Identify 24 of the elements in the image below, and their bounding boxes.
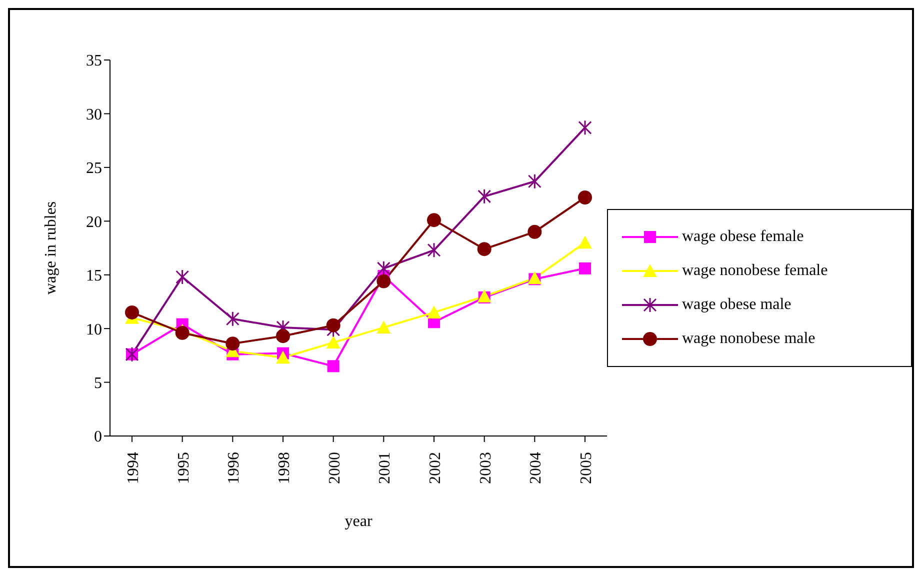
y-tick-label: 35 — [86, 52, 102, 70]
x-tick-label: 2002 — [427, 452, 444, 484]
x-tick-label: 2004 — [528, 452, 545, 484]
legend-label: wage obese male — [682, 296, 792, 314]
y-tick-label: 25 — [86, 160, 102, 178]
x-tick-label: 2000 — [326, 452, 344, 484]
y-tick-label: 5 — [94, 374, 102, 392]
legend-label: wage nonobese male — [682, 330, 816, 348]
y-tick-label: 15 — [86, 268, 102, 285]
legend-label: wage nonobese female — [682, 262, 828, 280]
x-tick-label: 2005 — [578, 452, 595, 484]
legend-label: wage obese female — [682, 228, 804, 246]
x-tick-label: 1998 — [276, 452, 293, 484]
x-tick-label: 1995 — [175, 452, 192, 484]
y-axis-title: wage in rubles — [42, 201, 60, 295]
y-tick-label: 20 — [86, 214, 102, 231]
y-tick-label: 30 — [86, 106, 102, 124]
y-tick-label: 10 — [86, 321, 102, 338]
y-tick-label: 0 — [94, 428, 102, 446]
x-tick-label: 1994 — [125, 452, 142, 484]
x-tick-label: 2001 — [376, 452, 394, 484]
x-axis-title: year — [344, 513, 373, 530]
x-tick-label: 1996 — [226, 452, 243, 484]
x-tick-label: 2003 — [477, 452, 494, 484]
